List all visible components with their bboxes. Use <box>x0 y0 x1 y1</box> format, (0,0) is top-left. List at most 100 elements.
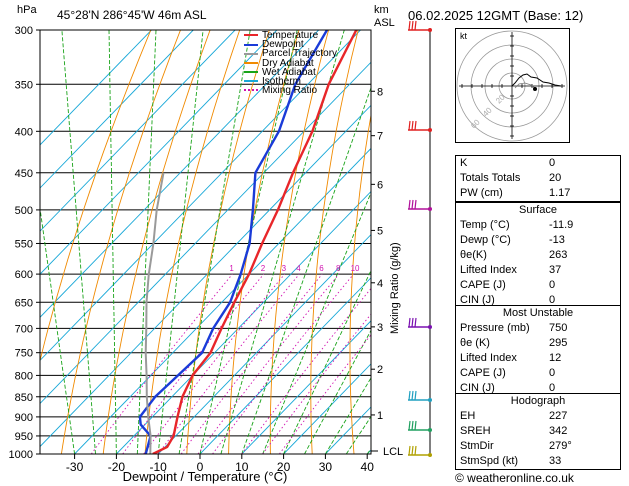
table-row-value: 0 <box>549 294 556 306</box>
isotherm-line <box>283 363 371 454</box>
table-row-value: 0 <box>549 157 556 169</box>
table-row-value: 37 <box>549 264 562 276</box>
dry-adiabat <box>624 30 629 454</box>
table-row-label: SREH <box>460 425 491 437</box>
mixing-ratio-label: 15 <box>380 264 389 273</box>
mixing-ratio-label: 4 <box>296 264 301 273</box>
table-row-label: θe(K) <box>460 249 487 261</box>
wet-adiabat <box>40 205 76 454</box>
mixing-ratio-line <box>180 273 323 454</box>
pressure-tick-label: 300 <box>15 25 33 37</box>
wind-barb-flag <box>408 420 411 431</box>
table-row-label: K <box>460 157 468 169</box>
series-line-parcel-trajectory <box>144 172 165 454</box>
mixing-ratio-label: 2 <box>261 264 266 273</box>
mixing-ratio-label: 6 <box>319 264 324 273</box>
wet-adiabat <box>241 86 371 454</box>
table-title: Most Unstable <box>502 307 574 319</box>
legend-label: Temperature <box>262 30 319 41</box>
table-row: θe (K) 295 <box>456 336 620 351</box>
height-unit-km: km <box>374 4 389 16</box>
wind-barb-dot <box>428 128 432 132</box>
wind-barb-flag <box>408 20 411 31</box>
table-title: Surface <box>519 204 557 216</box>
wind-barb-flag <box>411 445 414 456</box>
storm-motion-marker <box>533 87 537 91</box>
isotherm-line <box>116 190 371 454</box>
wind-barb-flag <box>408 120 411 131</box>
dry-adiabat <box>228 30 300 454</box>
dry-adiabat <box>186 30 270 454</box>
mixing-ratio-line <box>212 273 354 454</box>
series-line-dewpoint <box>138 30 329 454</box>
legend-swatch <box>244 52 258 55</box>
hodograph: kt 20 40 60 <box>455 28 570 143</box>
location-title: 45°28'N 286°45'W 46m ASL <box>57 8 207 22</box>
km-tick-label: 5 <box>377 225 383 237</box>
legend-label: Mixing Ratio <box>262 85 318 97</box>
km-tick-label: 4 <box>377 278 383 290</box>
hodograph-table: Hodograph EH 227 SREH 342 StmDir 279° StmSpd (k… <box>455 393 621 470</box>
x-tick-label: -20 <box>108 460 126 474</box>
mixing-ratio-label: 20 <box>401 264 410 273</box>
indices-table: K 0 Totals Totals 20 PW (cm) 1.17 <box>455 155 621 202</box>
table-row: Lifted Index 12 <box>456 351 620 366</box>
height-unit-asl: ASL <box>374 17 395 29</box>
pressure-tick-label: 450 <box>15 168 33 180</box>
series-line-temperature <box>152 30 358 454</box>
mixing-ratio-line <box>143 273 285 454</box>
isotherm-line <box>199 277 371 454</box>
table-row-label: PW (cm) <box>460 187 503 199</box>
pressure-tick-label: 600 <box>15 269 33 281</box>
legend-label: Dry Adiabat <box>262 57 314 69</box>
wind-barb-flag <box>408 445 411 456</box>
isotherm-line <box>40 61 371 405</box>
pressure-tick-label: 900 <box>15 412 33 424</box>
table-row: SREH 342 <box>456 424 620 439</box>
km-tick-label: 2 <box>377 364 383 376</box>
table-title: Hodograph <box>510 395 566 407</box>
table-row-value: 1.17 <box>549 187 571 199</box>
dry-adiabat <box>310 30 359 454</box>
table-row-label: CIN (J) <box>460 294 495 306</box>
most-unstable-table: Most Unstable Pressure (mb) 750 θe (K) 295 Li… <box>455 305 621 397</box>
table-row: CAPE (J) 0 <box>456 278 620 293</box>
datetime-title: 06.02.2025 12GMT (Base: 12) <box>408 8 584 23</box>
legend-item: Parcel Trajectory <box>244 49 337 59</box>
isotherm-line <box>74 147 371 454</box>
isotherm-line <box>241 320 371 454</box>
isotherm-line <box>157 233 371 454</box>
footer-credit: © weatheronline.co.uk <box>455 471 574 485</box>
wind-barb-flag <box>411 420 414 431</box>
hodo-ring <box>456 30 568 142</box>
wet-adiabat <box>304 329 371 454</box>
wind-barb-flag <box>414 20 417 31</box>
dry-adiabat <box>102 30 211 454</box>
pressure-tick-label: 550 <box>15 238 33 250</box>
pressure-tick-label: 850 <box>15 392 33 404</box>
wind-barb-flag <box>414 120 417 131</box>
pressure-tick-label: 500 <box>15 205 33 217</box>
table-row-label: Lifted Index <box>460 352 517 364</box>
wind-barb-flag <box>414 390 417 401</box>
km-tick-label: 6 <box>377 179 383 191</box>
mixing-ratio-line <box>157 273 300 454</box>
legend-swatch <box>244 71 258 74</box>
x-tick-label: 30 <box>319 460 333 474</box>
km-tick-label: 3 <box>377 322 383 334</box>
legend-swatch <box>244 34 258 37</box>
table-row-label: CAPE (J) <box>460 279 506 291</box>
wind-barb-dot <box>428 398 432 402</box>
table-row-value: 0 <box>549 382 556 394</box>
pressure-tick-label: 700 <box>15 323 33 335</box>
hodo-unit: kt <box>460 31 468 41</box>
wet-adiabat <box>325 377 371 454</box>
table-row-value: 227 <box>549 410 568 422</box>
pressure-tick-label: 950 <box>15 431 33 443</box>
wind-barbs <box>408 20 432 457</box>
pressure-tick-label: 650 <box>15 297 33 309</box>
mixing-ratio-line <box>90 273 233 454</box>
wind-barb-flag <box>411 199 414 210</box>
